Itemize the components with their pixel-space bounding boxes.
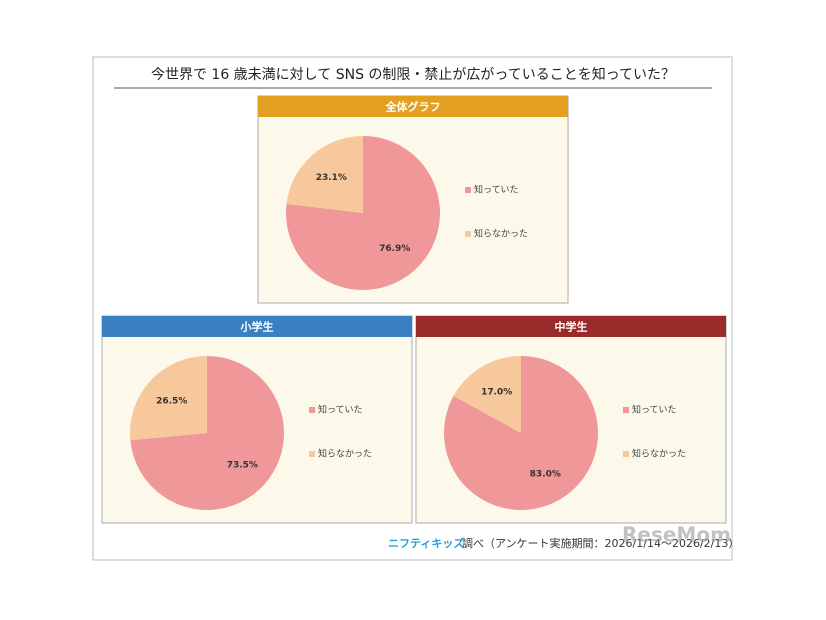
legend-label: 知らなかった xyxy=(474,228,528,240)
legend-swatch xyxy=(623,407,629,413)
panel-header xyxy=(102,316,412,337)
pie-slice xyxy=(443,356,598,511)
pie-slice xyxy=(130,356,207,441)
panel-header xyxy=(416,316,726,337)
value-label: 83.0% xyxy=(530,470,561,480)
legend-label: 知らなかった xyxy=(632,448,686,460)
value-label: 17.0% xyxy=(481,387,512,397)
value-label: 26.5% xyxy=(156,396,187,406)
legend-swatch xyxy=(309,407,315,413)
legend-swatch xyxy=(465,231,471,237)
source-text: 調べ（アンケート実施期間：2026/1/14～2026/2/13） xyxy=(462,536,739,550)
value-label: 73.5% xyxy=(227,461,258,471)
source-brand: ニフティキッズ xyxy=(388,536,464,550)
legend-label: 知っていた xyxy=(474,184,519,196)
watermark: ReseMom xyxy=(622,523,731,547)
page-title: 今世界で 16 歳未満に対して SNS の制限・禁止が広がっていることを知ってい… xyxy=(151,66,675,83)
pie-slice xyxy=(453,356,521,433)
legend-label: 知っていた xyxy=(632,404,677,416)
legend-label: 知らなかった xyxy=(318,448,372,460)
panel-title: 小学生 xyxy=(240,320,274,334)
panel-title: 中学生 xyxy=(555,320,588,334)
pie-slice xyxy=(286,136,363,213)
panel-header xyxy=(258,96,568,117)
value-label: 23.1% xyxy=(316,173,347,183)
legend-swatch xyxy=(623,451,629,457)
legend-swatch xyxy=(465,187,471,193)
legend-label: 知っていた xyxy=(318,404,363,416)
panel-title: 全体グラフ xyxy=(385,100,441,114)
legend-swatch xyxy=(309,451,315,457)
pie-slice xyxy=(130,356,284,510)
value-label: 76.9% xyxy=(379,244,410,254)
